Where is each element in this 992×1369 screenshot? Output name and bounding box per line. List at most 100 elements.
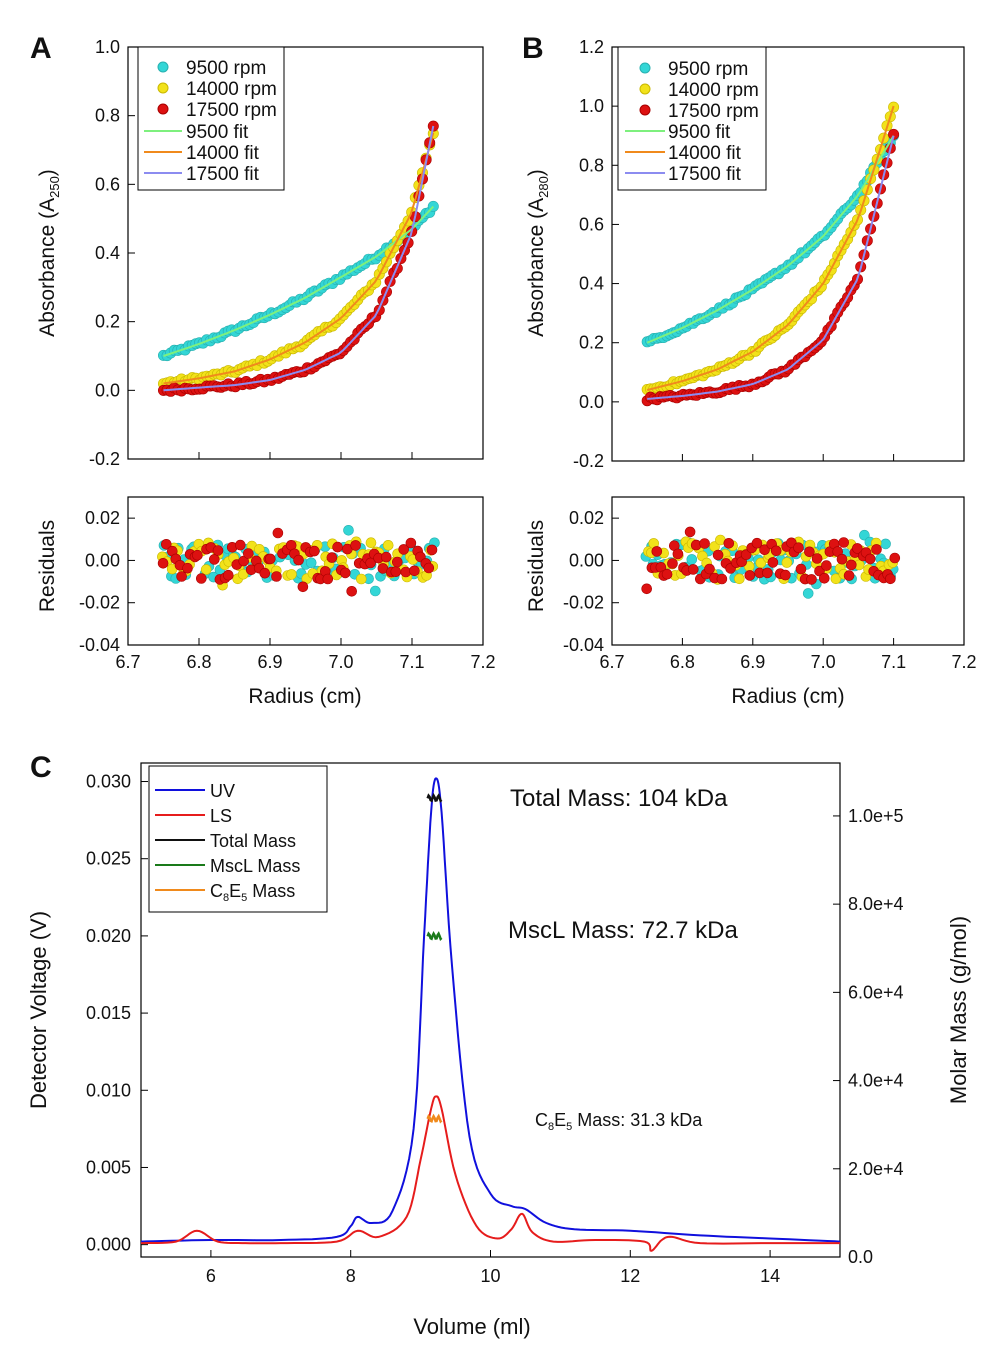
x-tick-label: 6.9 — [740, 652, 765, 672]
residual-point — [806, 574, 817, 585]
residual-point — [843, 570, 855, 581]
residual-point — [851, 543, 863, 554]
y2-tick-label: 4.0e+4 — [848, 1071, 904, 1091]
legend-marker-14000 — [157, 82, 169, 94]
x-tick-label: 7.2 — [470, 652, 495, 672]
y-tick-label: 0.00 — [85, 550, 120, 570]
legend-marker-17500 — [639, 104, 651, 116]
residual-point — [182, 562, 193, 574]
panel-a-xlabel: Radius (cm) — [248, 685, 361, 708]
residual-point — [684, 526, 696, 538]
x-tick-label: 12 — [620, 1266, 640, 1286]
residual-point — [859, 529, 870, 541]
legend-label: 17500 rpm — [668, 101, 759, 122]
y-tick-label: 0.6 — [95, 174, 120, 194]
x-tick-label: 7.1 — [399, 652, 424, 672]
panel-c-xlabel: Volume (ml) — [413, 1314, 530, 1339]
x-tick-label: 14 — [760, 1266, 780, 1286]
residual-point — [686, 554, 698, 565]
y-tick-label: 0.02 — [569, 508, 604, 528]
legend-label: 14000 rpm — [668, 80, 759, 101]
residual-point — [802, 588, 814, 599]
residual-point — [885, 573, 896, 585]
y-tick-label: 1.0 — [95, 37, 120, 57]
panel-b-ylabel: Absorbance (A280) — [525, 169, 551, 337]
x-tick-label: 6 — [206, 1266, 216, 1286]
legend-marker-14000 — [639, 83, 651, 95]
residual-point — [223, 569, 234, 581]
residual-point — [811, 553, 823, 564]
y-tick-label: 0.0 — [95, 380, 120, 400]
x-tick-label: 7.2 — [951, 652, 976, 672]
residual-point — [871, 544, 882, 555]
y2-tick-label: 8.0e+4 — [848, 894, 904, 914]
residual-point — [795, 563, 807, 575]
legend-marker-17500 — [157, 103, 169, 115]
x-tick-label: 6.8 — [670, 652, 695, 672]
y-tick-label: -0.04 — [79, 635, 120, 655]
trace-ls — [141, 1095, 840, 1252]
panel-c-sec-mals-plot: 0.000 0.005 0.010 0.015 0.020 0.025 0.030 0.0 2.… — [86, 762, 904, 1286]
legend-label: 14000 fit — [186, 143, 260, 164]
y-tick-label: 1.2 — [579, 37, 604, 57]
x-tick-label: 6.8 — [186, 652, 211, 672]
residual-point — [667, 558, 678, 569]
residual-point — [365, 537, 377, 549]
panel-b-absorbance-plot: -0.2 0.0 0.2 0.4 0.6 0.8 1.0 1.2 — [573, 37, 965, 471]
panel-label-a: A — [30, 32, 52, 65]
residual-point — [339, 567, 351, 579]
residual-point — [293, 554, 304, 566]
residual-point — [699, 538, 710, 549]
legend-label: 9500 rpm — [668, 59, 748, 80]
residual-point — [716, 573, 728, 585]
plot-frame — [127, 496, 484, 646]
residual-point — [781, 557, 793, 568]
residual-point — [390, 566, 402, 578]
legend-label-mscl-mass: MscL Mass — [210, 856, 300, 876]
residual-point — [264, 553, 276, 565]
y2-tick-label: 2.0e+4 — [848, 1159, 904, 1179]
mass-trace-mscl-mass — [426, 930, 443, 941]
y-tick-label: -0.2 — [573, 451, 604, 471]
y2-tick-label: 6.0e+4 — [848, 982, 904, 1002]
x-tick-label: 7.1 — [881, 652, 906, 672]
legend-label: 17500 fit — [186, 164, 260, 185]
x-tick-label: 6.9 — [257, 652, 282, 672]
residual-point — [297, 581, 309, 593]
residual-point — [369, 585, 381, 597]
residual-point — [762, 567, 773, 579]
residual-point — [793, 542, 804, 554]
residual-point — [880, 538, 891, 550]
fit-line — [646, 105, 895, 391]
legend-label: 9500 rpm — [186, 58, 266, 79]
y-tick-label: 0.025 — [86, 849, 131, 869]
panel-label-b: B — [522, 32, 544, 65]
residual-point — [751, 537, 763, 549]
mass-trace-total-mass — [426, 792, 443, 803]
residual-point — [889, 552, 901, 564]
residual-point — [346, 585, 358, 597]
panel-a-absorbance-plot: -0.2 0.0 0.2 0.4 0.6 0.8 1.0 — [89, 37, 484, 469]
residual-point — [365, 557, 376, 569]
legend-label-uv: UV — [210, 781, 235, 801]
y-tick-label: 0.8 — [95, 106, 120, 126]
plot-frame — [611, 496, 965, 646]
legend-label: 14000 rpm — [186, 79, 277, 100]
legend-label-ls: LS — [210, 806, 232, 826]
panel-c-legend: UV LS Total Mass MscL Mass C8E5 Mass — [148, 765, 328, 913]
y-tick-label: 0.02 — [85, 508, 120, 528]
fit-line — [163, 132, 435, 385]
residual-point — [322, 573, 334, 585]
residual-point — [838, 537, 850, 548]
panel-c-y2label: Molar Mass (g/mol) — [946, 916, 971, 1104]
x-tick-label: 8 — [346, 1266, 356, 1286]
residual-point — [661, 568, 673, 580]
y2-tick-label: 1.0e+5 — [848, 806, 904, 826]
panel-label-c: C — [30, 751, 52, 784]
residual-point — [391, 556, 403, 568]
legend-label-c8e5-mass: C8E5 Mass — [210, 881, 295, 904]
residual-point — [723, 537, 735, 549]
residual-point — [286, 569, 297, 580]
residual-point — [196, 573, 207, 584]
residual-point — [332, 541, 343, 553]
